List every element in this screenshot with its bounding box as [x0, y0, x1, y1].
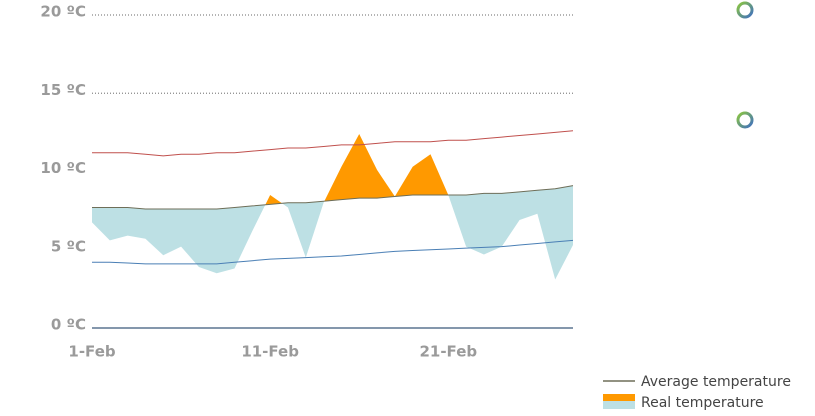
- x-tick-label: 11-Feb: [241, 343, 299, 361]
- series-toggle[interactable]: [736, 1, 754, 19]
- y-tick-label: 15 ºC: [40, 81, 86, 99]
- x-tick-label: 21-Feb: [419, 343, 477, 361]
- legend-swatch: [603, 401, 635, 409]
- series-line: [92, 185, 574, 210]
- series-line: [92, 239, 574, 265]
- legend-label: Average temperature: [641, 374, 791, 390]
- series-toggle[interactable]: [736, 111, 754, 129]
- y-tick-label: 10 ºC: [40, 159, 86, 177]
- y-tick-label: 20 ºC: [40, 3, 86, 21]
- legend-label: Real temperature: [641, 395, 764, 411]
- y-tick-label: 0 ºC: [51, 316, 86, 334]
- legend-swatch: [603, 394, 635, 401]
- real-area-below: [92, 185, 573, 280]
- y-tick-label: 5 ºC: [51, 237, 86, 255]
- series-line: [92, 130, 574, 157]
- x-tick-label: 1-Feb: [68, 343, 115, 361]
